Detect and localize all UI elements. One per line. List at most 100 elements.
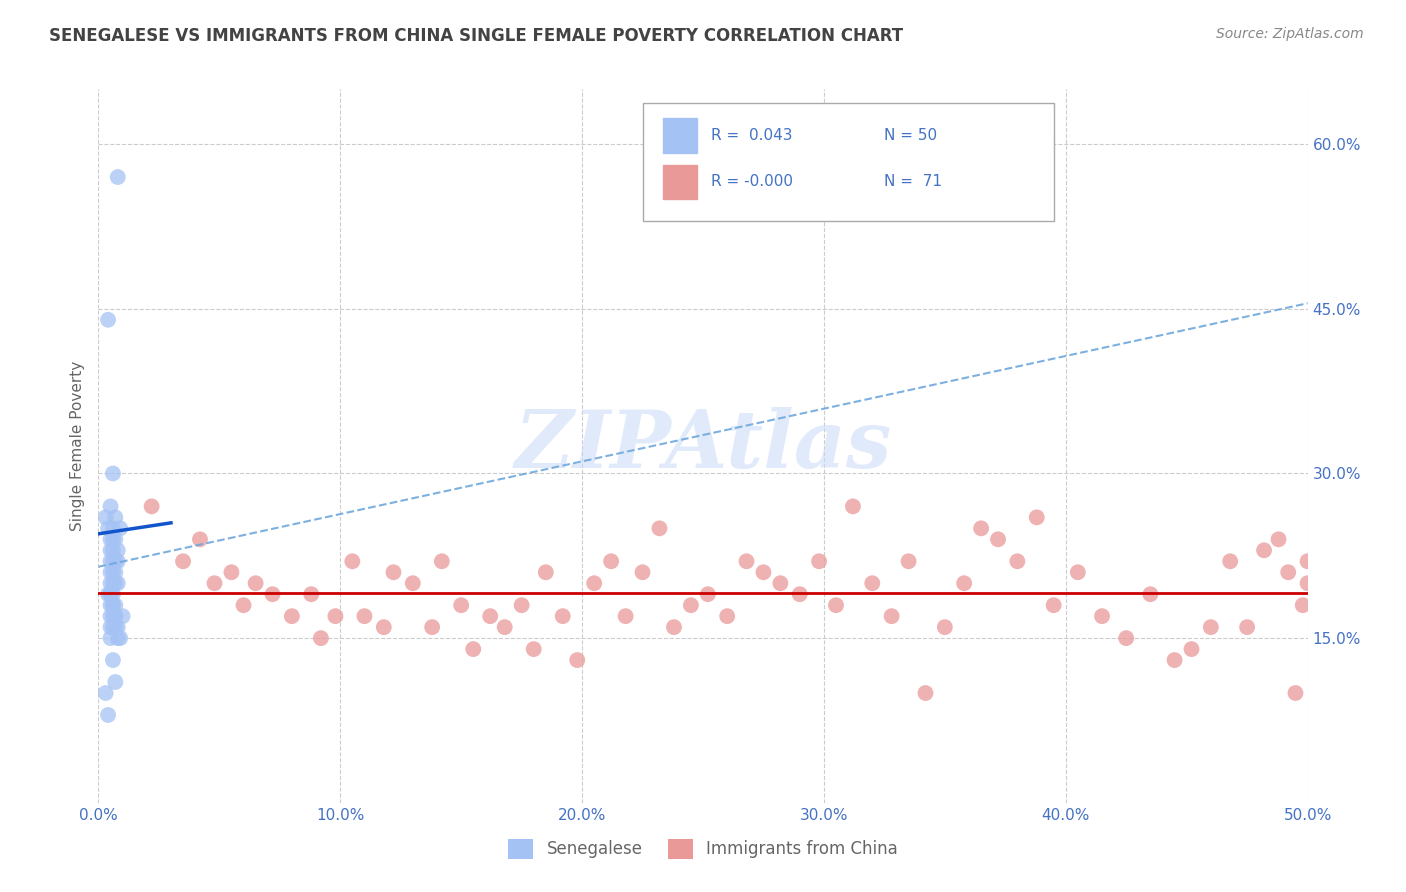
Point (716, 609, 738, 624)
Point (970, 521, 993, 535)
Point (662, 620, 685, 634)
Point (101, 566, 124, 580)
Point (100, 587, 122, 601)
Point (107, 576, 129, 591)
Point (100, 533, 122, 547)
Point (600, 554, 623, 568)
Text: Source: ZipAtlas.com: Source: ZipAtlas.com (1216, 27, 1364, 41)
Point (172, 554, 194, 568)
Text: R =  0.043: R = 0.043 (711, 128, 793, 143)
Point (100, 566, 122, 580)
Point (101, 543, 124, 558)
Point (1296, 554, 1319, 568)
Point (141, 500, 163, 514)
Point (100, 598, 122, 612)
Point (108, 631, 131, 645)
Point (101, 587, 124, 601)
Point (880, 609, 903, 624)
Text: N = 50: N = 50 (884, 128, 938, 143)
Point (107, 543, 129, 558)
Text: SENEGALESE VS IMMIGRANTS FROM CHINA SINGLE FEMALE POVERTY CORRELATION CHART: SENEGALESE VS IMMIGRANTS FROM CHINA SING… (49, 27, 903, 45)
Point (101, 576, 124, 591)
Point (914, 686, 936, 700)
FancyBboxPatch shape (643, 103, 1053, 221)
Point (1067, 566, 1090, 580)
Point (309, 631, 332, 645)
Point (679, 598, 702, 612)
Point (104, 566, 127, 580)
Point (987, 533, 1010, 547)
Bar (664, 119, 697, 153)
Point (382, 566, 405, 580)
Point (1025, 510, 1047, 524)
Point (402, 576, 425, 591)
Point (97, 312, 120, 326)
Point (100, 609, 122, 624)
Point (789, 587, 811, 601)
Point (94, 686, 117, 700)
Point (1091, 609, 1114, 624)
Point (534, 566, 557, 580)
Point (1277, 566, 1299, 580)
Point (104, 609, 127, 624)
Point (373, 620, 395, 634)
Point (897, 554, 920, 568)
Point (100, 587, 122, 601)
Point (420, 620, 443, 634)
Point (101, 467, 124, 481)
Point (1296, 576, 1319, 591)
Point (1163, 653, 1185, 667)
Point (1007, 554, 1029, 568)
Bar (664, 165, 697, 199)
Point (808, 554, 831, 568)
Point (221, 566, 243, 580)
Point (107, 554, 129, 568)
Text: N =  71: N = 71 (884, 175, 942, 189)
Point (111, 609, 134, 624)
Point (100, 500, 122, 514)
Point (479, 609, 502, 624)
Text: ZIPAtlas: ZIPAtlas (515, 408, 891, 484)
Point (510, 598, 533, 612)
Point (97, 708, 120, 723)
Point (101, 533, 124, 547)
Point (631, 566, 654, 580)
Point (1042, 598, 1064, 612)
Point (262, 587, 284, 601)
Point (100, 620, 122, 634)
Point (494, 620, 516, 634)
Point (648, 521, 671, 535)
Point (101, 620, 124, 634)
Point (752, 566, 775, 580)
Point (463, 642, 485, 657)
Text: R = -0.000: R = -0.000 (711, 175, 793, 189)
Point (101, 554, 124, 568)
Point (614, 609, 637, 624)
Point (188, 533, 211, 547)
Y-axis label: Single Female Poverty: Single Female Poverty (69, 361, 84, 531)
Point (101, 598, 124, 612)
Point (100, 576, 122, 591)
Point (1199, 620, 1222, 634)
Point (430, 554, 453, 568)
Point (107, 169, 129, 184)
Point (104, 609, 127, 624)
Point (100, 631, 122, 645)
Point (523, 642, 546, 657)
Point (101, 521, 124, 535)
Point (281, 609, 304, 624)
Point (104, 510, 127, 524)
Point (1180, 642, 1202, 657)
Point (107, 631, 129, 645)
Point (842, 500, 865, 514)
Point (104, 554, 127, 568)
Point (104, 620, 127, 634)
Legend: Senegalese, Immigrants from China: Senegalese, Immigrants from China (502, 832, 904, 866)
Point (104, 576, 127, 591)
Point (1253, 543, 1275, 558)
Point (696, 587, 718, 601)
Point (353, 609, 375, 624)
Point (97, 521, 120, 535)
Point (769, 576, 792, 591)
Point (583, 576, 606, 591)
